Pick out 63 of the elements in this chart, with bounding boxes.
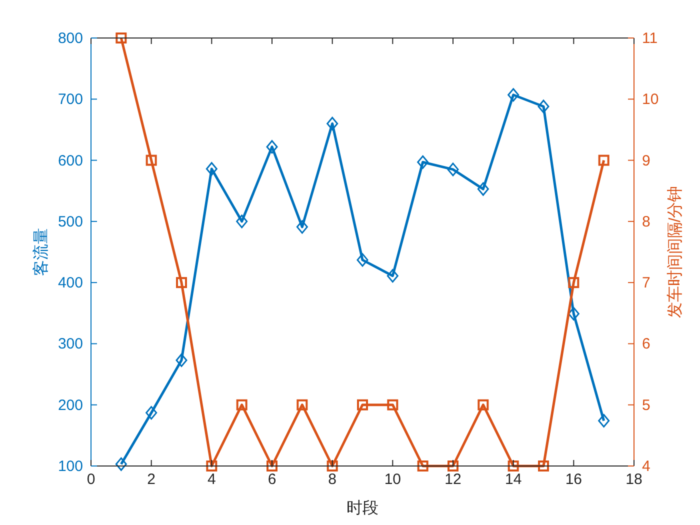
y-tick-label: 600: [58, 152, 83, 170]
point: [508, 460, 519, 472]
point: [236, 399, 248, 410]
point: [115, 457, 127, 471]
point: [386, 269, 398, 283]
point: [176, 353, 188, 367]
point: [568, 307, 580, 321]
point: [477, 182, 489, 196]
point: [326, 460, 338, 472]
point: [538, 100, 550, 114]
x-tick-label: 4: [207, 471, 216, 488]
x-tick-label: 16: [565, 471, 582, 488]
point: [326, 116, 338, 130]
y2-axis-title: 发车时间间隔/分钟: [666, 186, 684, 318]
point: [146, 154, 157, 166]
point: [356, 253, 368, 267]
point: [448, 460, 458, 472]
y-tick-label: 500: [58, 213, 83, 230]
x-tick-label: 2: [147, 471, 156, 488]
point: [508, 88, 520, 102]
y-tick-label: 800: [58, 30, 83, 47]
y-tick-label: 300: [58, 336, 83, 353]
point: [357, 399, 368, 410]
point: [146, 406, 158, 420]
y-tick-label: 100: [58, 458, 83, 475]
point: [206, 460, 218, 472]
point: [296, 399, 308, 410]
y2-tick-label: 4: [642, 458, 650, 475]
point: [417, 155, 429, 169]
point: [176, 277, 187, 288]
x-tick-label: 0: [86, 471, 96, 488]
x-tick-label: 10: [384, 471, 402, 488]
point: [387, 399, 398, 410]
point: [296, 220, 308, 234]
y-axis-title: 客流量: [32, 228, 50, 276]
point: [598, 414, 610, 428]
y2-tick-label: 7: [642, 274, 650, 292]
y2-tick-label: 10: [642, 91, 659, 108]
x-tick-label: 14: [504, 471, 522, 488]
x-tick-label: 6: [268, 471, 276, 488]
point: [266, 140, 278, 154]
point: [478, 399, 489, 410]
point: [236, 214, 248, 228]
point: [598, 154, 610, 166]
y2-tick-label: 9: [642, 152, 650, 170]
y2-tick-label: 8: [642, 213, 650, 230]
y2-tick-label: 6: [642, 336, 650, 353]
x-tick-label: 8: [328, 471, 337, 488]
point: [538, 460, 549, 472]
point: [206, 162, 218, 176]
point: [447, 162, 459, 176]
x-tick-label: 18: [626, 471, 642, 488]
x-axis-title: 时段: [346, 499, 378, 517]
point: [266, 460, 278, 472]
y2-tick-label: 5: [642, 396, 650, 414]
point: [417, 460, 428, 472]
point: [116, 32, 127, 44]
x-tick-label: 12: [444, 471, 462, 488]
y-tick-label: 200: [58, 396, 83, 414]
y-tick-label: 700: [58, 91, 83, 108]
point: [568, 277, 580, 288]
y-tick-label: 400: [58, 274, 83, 292]
y2-tick-label: 11: [642, 30, 658, 47]
